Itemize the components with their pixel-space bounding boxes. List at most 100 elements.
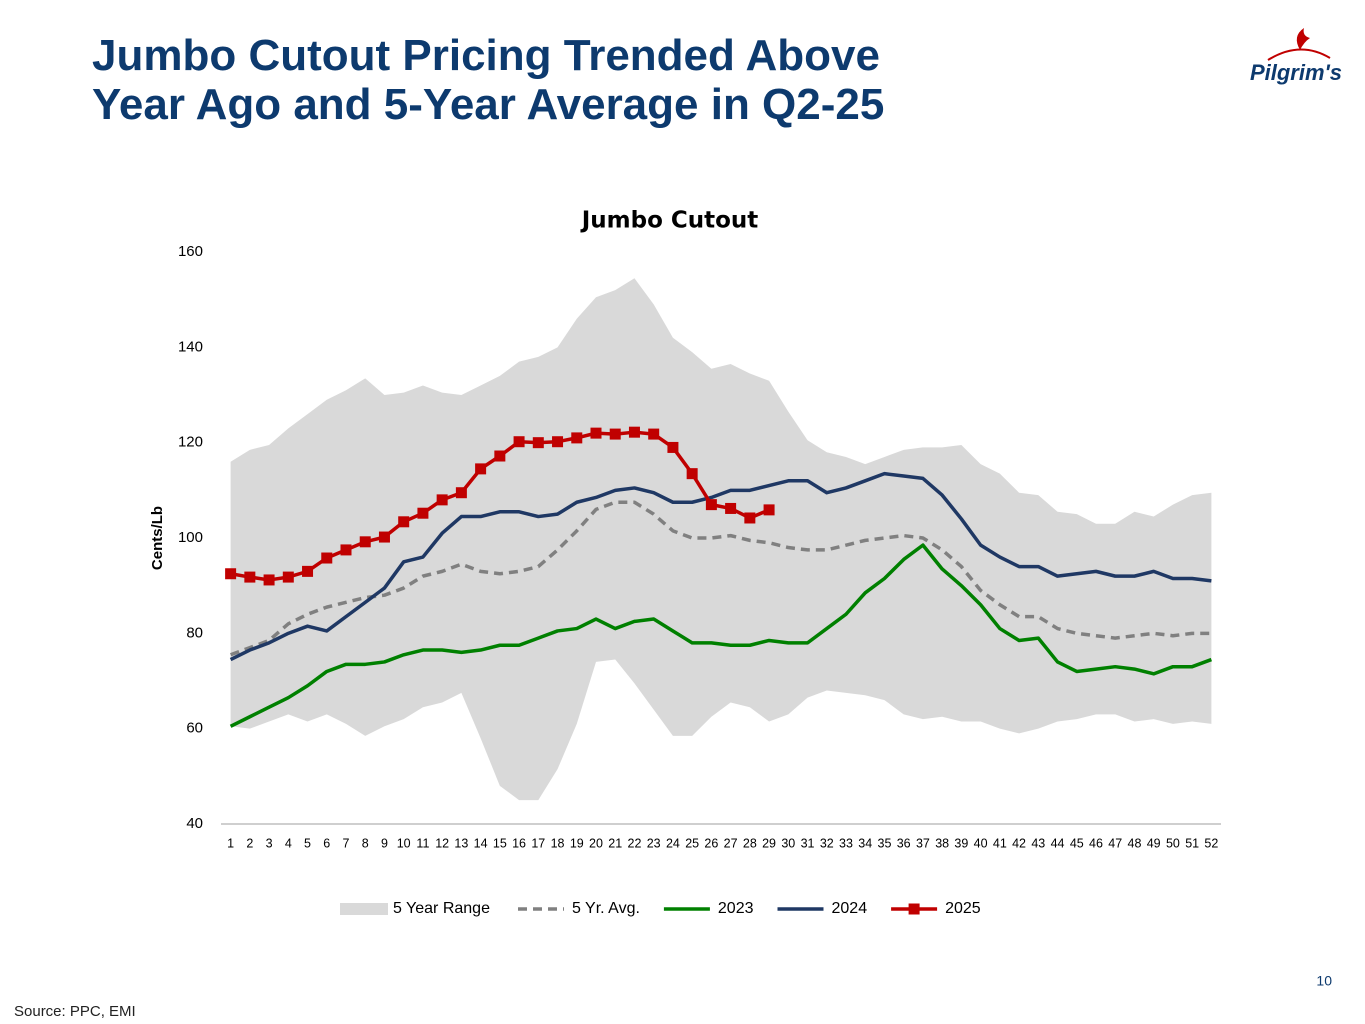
chart-title: Jumbo Cutout xyxy=(580,208,759,234)
x-tick-label: 31 xyxy=(801,836,815,850)
series-line xyxy=(229,471,1212,662)
y-tick-label: 60 xyxy=(186,720,203,737)
series-marker xyxy=(321,552,333,564)
series-marker xyxy=(302,565,314,577)
x-tick-label: 39 xyxy=(954,836,968,850)
series-marker xyxy=(263,574,275,586)
legend-label: 5 Year Range xyxy=(393,900,490,917)
x-tick-label: 50 xyxy=(1166,836,1180,850)
x-tick-label: 29 xyxy=(762,836,776,850)
series-line xyxy=(230,500,1212,657)
x-tick-label: 42 xyxy=(1012,836,1026,850)
x-tick-label: 7 xyxy=(343,836,350,850)
logo-text: Pilgrim's xyxy=(1250,60,1342,85)
x-tick-label: 41 xyxy=(993,836,1007,850)
x-tick-label: 14 xyxy=(474,836,488,850)
x-tick-label: 43 xyxy=(1031,836,1045,850)
series-marker xyxy=(225,568,237,580)
legend-swatch xyxy=(340,903,388,915)
x-tick-label: 12 xyxy=(435,836,449,850)
x-tick-label: 2 xyxy=(246,836,253,850)
x-tick-label: 48 xyxy=(1128,836,1142,850)
x-tick-label: 10 xyxy=(397,836,411,850)
series-marker xyxy=(628,426,640,438)
x-tick-label: 17 xyxy=(531,836,545,850)
x-tick-label: 30 xyxy=(781,836,795,850)
x-tick-label: 27 xyxy=(724,836,738,850)
series-marker xyxy=(532,437,544,449)
x-tick-label: 49 xyxy=(1147,836,1161,850)
x-tick-label: 40 xyxy=(974,836,988,850)
series-marker xyxy=(725,502,737,514)
legend-marker xyxy=(908,903,920,915)
y-tick-label: 40 xyxy=(186,815,203,832)
x-tick-label: 44 xyxy=(1051,836,1065,850)
y-tick-label: 80 xyxy=(186,624,203,641)
range-area xyxy=(230,278,1212,801)
logo: Pilgrim's xyxy=(1250,28,1342,85)
series-marker xyxy=(494,450,506,462)
x-tick-label: 46 xyxy=(1089,836,1103,850)
y-tick-label: 120 xyxy=(178,434,203,451)
x-tick-label: 13 xyxy=(454,836,468,850)
x-tick-label: 18 xyxy=(551,836,565,850)
series-marker xyxy=(398,516,410,528)
x-tick-label: 33 xyxy=(839,836,853,850)
x-tick-label: 35 xyxy=(878,836,892,850)
x-tick-label: 51 xyxy=(1185,836,1199,850)
x-tick-label: 21 xyxy=(608,836,622,850)
y-tick-label: 140 xyxy=(178,338,203,355)
series-marker xyxy=(648,428,660,440)
series-marker xyxy=(590,427,602,439)
series-marker xyxy=(378,531,390,543)
legend-label: 2025 xyxy=(945,900,981,917)
series-marker xyxy=(475,463,487,475)
series-marker xyxy=(552,436,564,448)
series-marker xyxy=(667,441,679,453)
x-tick-label: 4 xyxy=(285,836,292,850)
x-tick-label: 52 xyxy=(1204,836,1218,850)
logo-bird xyxy=(1296,28,1310,50)
x-tick-label: 45 xyxy=(1070,836,1084,850)
series-marker xyxy=(609,428,621,440)
x-tick-label: 26 xyxy=(704,836,718,850)
slide-title: Year Ago and 5-Year Average in Q2-25 xyxy=(92,80,884,129)
x-tick-label: 47 xyxy=(1108,836,1122,850)
x-tick-label: 15 xyxy=(493,836,507,850)
x-tick-label: 1 xyxy=(227,836,234,850)
series-marker xyxy=(340,544,352,556)
x-tick-label: 34 xyxy=(858,836,872,850)
series-marker xyxy=(282,571,294,583)
series-marker xyxy=(571,432,583,444)
x-tick-label: 23 xyxy=(647,836,661,850)
series-marker xyxy=(513,436,525,448)
series-marker xyxy=(436,494,448,506)
logo-arc xyxy=(1267,48,1331,61)
x-tick-label: 24 xyxy=(666,836,680,850)
x-tick-label: 6 xyxy=(323,836,330,850)
y-tick-label: 160 xyxy=(178,243,203,260)
series-marker xyxy=(705,499,717,511)
x-tick-label: 20 xyxy=(589,836,603,850)
x-tick-label: 8 xyxy=(362,836,369,850)
x-tick-label: 16 xyxy=(512,836,526,850)
x-tick-label: 11 xyxy=(416,836,429,850)
x-tick-label: 5 xyxy=(304,836,311,850)
x-tick-label: 32 xyxy=(820,836,834,850)
x-tick-label: 9 xyxy=(381,836,388,850)
page-number: 10 xyxy=(1316,973,1332,989)
x-tick-label: 19 xyxy=(570,836,584,850)
series-marker xyxy=(244,571,256,583)
y-axis-label: Cents/Lb xyxy=(149,506,166,570)
x-tick-label: 36 xyxy=(897,836,911,850)
series-marker xyxy=(455,487,467,499)
series-marker xyxy=(359,536,371,548)
x-tick-label: 38 xyxy=(935,836,949,850)
x-tick-label: 28 xyxy=(743,836,757,850)
source-note: Source: PPC, EMI xyxy=(14,1003,136,1020)
series-marker xyxy=(417,507,429,519)
series-marker xyxy=(744,512,756,524)
slide-title: Jumbo Cutout Pricing Trended Above xyxy=(92,31,880,80)
x-tick-label: 25 xyxy=(685,836,699,850)
